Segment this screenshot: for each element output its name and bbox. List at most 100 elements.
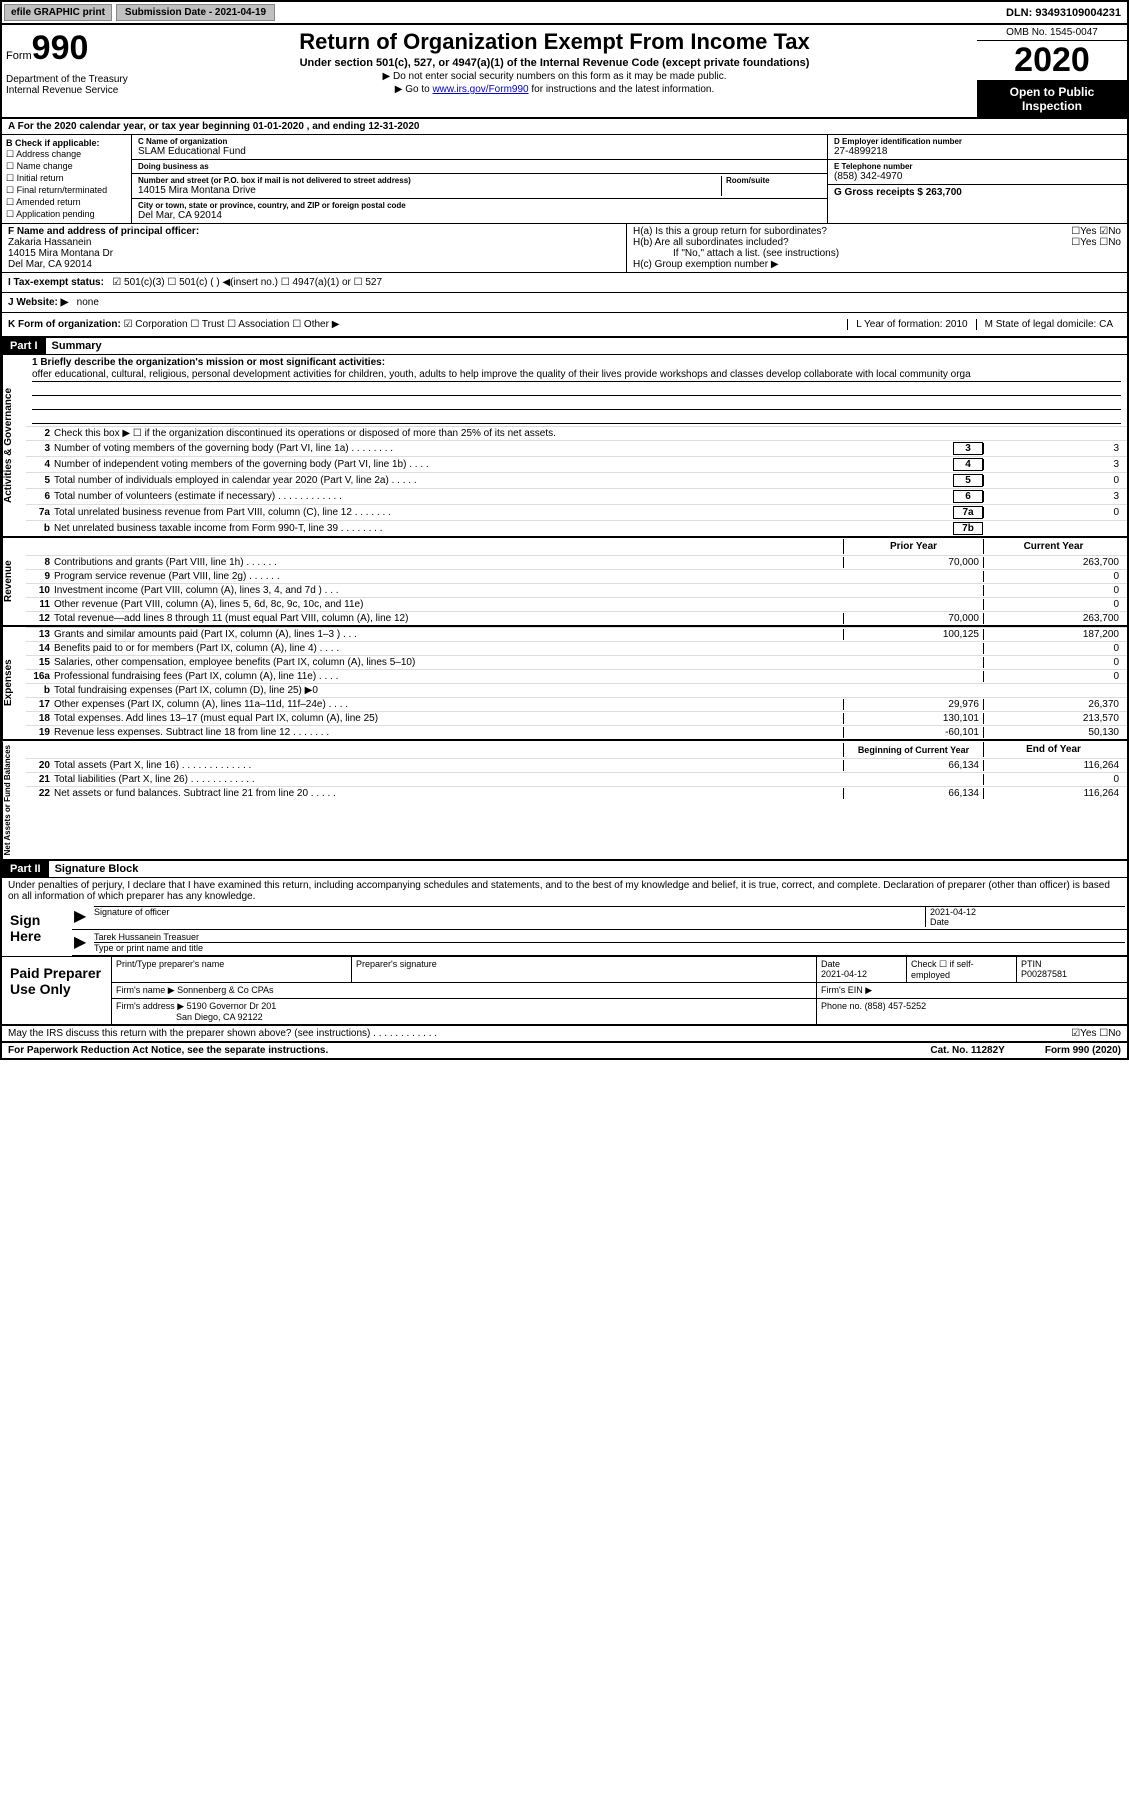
line-7a: 7a Total unrelated business revenue from… (26, 504, 1127, 520)
sig-date-label: Date (930, 917, 949, 927)
cb-application[interactable]: ☐ Application pending (6, 209, 127, 220)
cb-address-change[interactable]: ☐ Address change (6, 149, 127, 160)
top-bar: efile GRAPHIC print Submission Date - 20… (2, 2, 1127, 25)
firm-addr1: 5190 Governor Dr 201 (187, 1001, 277, 1011)
sig-name-row: ▶ Tarek Hussanein TreasuerType or print … (72, 930, 1127, 956)
line-22: 22 Net assets or fund balances. Subtract… (26, 786, 1127, 800)
arrow-icon: ▶ (74, 906, 94, 927)
cb-initial-return[interactable]: ☐ Initial return (6, 173, 127, 184)
summary-body: Activities & Governance 1 Briefly descri… (2, 355, 1127, 536)
cb-final-return[interactable]: ☐ Final return/terminated (6, 185, 127, 196)
officer-city: Del Mar, CA 92014 (8, 259, 620, 270)
prep-name-label: Print/Type preparer's name (116, 959, 224, 969)
officer-name: Zakaria Hassanein (8, 237, 620, 248)
tax-year: 2020 (977, 41, 1127, 81)
firm-addr2: San Diego, CA 92122 (176, 1012, 263, 1022)
website-value: none (77, 297, 99, 308)
sig-name-field: Tarek Hussanein TreasuerType or print na… (94, 932, 1125, 953)
line-4: 4 Number of independent voting members o… (26, 456, 1127, 472)
discuss-yesno[interactable]: ☑Yes ☐No (1071, 1028, 1121, 1039)
title-box: Return of Organization Exempt From Incom… (132, 25, 977, 117)
sign-fields: ▶ Signature of officer 2021-04-12Date ▶ … (72, 904, 1127, 956)
section-h: H(a) Is this a group return for subordin… (627, 224, 1127, 272)
netassets-section: Net Assets or Fund Balances Beginning of… (2, 739, 1127, 859)
revenue-content: Prior Year Current Year 8 Contributions … (26, 538, 1127, 625)
l-year: L Year of formation: 2010 (847, 319, 975, 330)
sig-officer-row: ▶ Signature of officer 2021-04-12Date (72, 904, 1127, 930)
m-state: M State of legal domicile: CA (976, 319, 1121, 330)
line-b: b Net unrelated business taxable income … (26, 520, 1127, 536)
part2-badge: Part II (2, 861, 49, 877)
ein-cell: D Employer identification number 27-4899… (828, 135, 1127, 160)
firm-addr-cell: Firm's address ▶ 5190 Governor Dr 201 Sa… (112, 999, 817, 1024)
line-17: 17 Other expenses (Part IX, column (A), … (26, 697, 1127, 711)
efile-graphic-button[interactable]: efile GRAPHIC print (4, 4, 112, 21)
line2-text: Check this box ▶ ☐ if the organization d… (54, 428, 1123, 439)
gross-cell: G Gross receipts $ 263,700 (828, 185, 1127, 200)
firm-phone-cell: Phone no. (858) 457-5252 (817, 999, 1127, 1024)
website-row: J Website: ▶ none (2, 293, 1127, 313)
paid-preparer-label: Paid Preparer Use Only (2, 957, 112, 1024)
submission-date: Submission Date - 2021-04-19 (116, 4, 275, 21)
line-3: 3 Number of voting members of the govern… (26, 440, 1127, 456)
line-19: 19 Revenue less expenses. Subtract line … (26, 725, 1127, 739)
sign-here-grid: Sign Here ▶ Signature of officer 2021-04… (2, 904, 1127, 956)
city-value: Del Mar, CA 92014 (138, 210, 821, 221)
section-c: C Name of organization SLAM Educational … (132, 135, 827, 223)
k-opts[interactable]: ☑ Corporation ☐ Trust ☐ Association ☐ Ot… (124, 319, 848, 330)
org-name-cell: C Name of organization SLAM Educational … (132, 135, 827, 160)
irs-link[interactable]: www.irs.gov/Form990 (432, 84, 528, 95)
tax-status-opts[interactable]: ☑ 501(c)(3) ☐ 501(c) ( ) ◀(insert no.) ☐… (112, 277, 382, 288)
website-label: J Website: ▶ (8, 297, 68, 308)
line1-label: 1 Briefly describe the organization's mi… (32, 357, 1121, 368)
k-form-row: K Form of organization: ☑ Corporation ☐ … (2, 313, 1127, 338)
addr-value: 14015 Mira Montana Drive (138, 185, 721, 196)
revenue-section: Revenue Prior Year Current Year 8 Contri… (2, 536, 1127, 625)
mission-blank2 (32, 396, 1121, 410)
right-column: D Employer identification number 27-4899… (827, 135, 1127, 223)
prep-name-cell: Print/Type preparer's name (112, 957, 352, 982)
cat-number: Cat. No. 11282Y (890, 1045, 1044, 1056)
info-grid: B Check if applicable: ☐ Address change … (2, 135, 1127, 224)
part2-title: Signature Block (49, 861, 145, 877)
prep-date: 2021-04-12 (821, 969, 902, 979)
cb-amended[interactable]: ☐ Amended return (6, 197, 127, 208)
prep-sig-label: Preparer's signature (356, 959, 437, 969)
discuss-row: May the IRS discuss this return with the… (2, 1024, 1127, 1041)
hb-yesno[interactable]: ☐Yes ☐No (1071, 237, 1121, 248)
ha-yesno[interactable]: ☐Yes ☑No (1071, 226, 1121, 237)
sig-officer-field: Signature of officer (94, 906, 925, 927)
gross-receipts: G Gross receipts $ 263,700 (834, 187, 1121, 198)
city-label: City or town, state or province, country… (138, 201, 821, 210)
form-label: Form (6, 50, 32, 62)
tax-status-label: I Tax-exempt status: (8, 277, 104, 288)
note-link-pre: ▶ Go to (395, 84, 433, 95)
prep-check-cell[interactable]: Check ☐ if self-employed (907, 957, 1017, 982)
line-9: 9 Program service revenue (Part VIII, li… (26, 569, 1127, 583)
ha-label: H(a) Is this a group return for subordin… (633, 226, 1071, 237)
part1-badge: Part I (2, 338, 46, 354)
form-footer: Form 990 (2020) (1045, 1045, 1121, 1056)
sig-officer-label: Signature of officer (94, 907, 169, 917)
mission-blank1 (32, 382, 1121, 396)
prep-row2: Firm's name ▶ Sonnenberg & Co CPAs Firm'… (112, 983, 1127, 999)
sig-date: 2021-04-12 (930, 907, 1125, 917)
omb-number: OMB No. 1545-0047 (977, 25, 1127, 41)
mission-text: offer educational, cultural, religious, … (32, 368, 1121, 382)
phone-label: E Telephone number (834, 162, 1121, 171)
cb-name-change[interactable]: ☐ Name change (6, 161, 127, 172)
ptin-value: P00287581 (1021, 969, 1123, 979)
discuss-text: May the IRS discuss this return with the… (8, 1028, 1071, 1039)
subtitle: Under section 501(c), 527, or 4947(a)(1)… (136, 57, 973, 69)
hb-label: H(b) Are all subordinates included? (633, 237, 1071, 248)
expenses-section: Expenses 13 Grants and similar amounts p… (2, 625, 1127, 739)
firm-phone: (858) 457-5252 (865, 1001, 927, 1011)
side-revenue: Revenue (2, 538, 26, 625)
officer-addr: 14015 Mira Montana Dr (8, 248, 620, 259)
line-21: 21 Total liabilities (Part X, line 26) .… (26, 772, 1127, 786)
beg-year-hdr: Beginning of Current Year (843, 743, 983, 757)
hb-note: If "No," attach a list. (see instruction… (633, 248, 1121, 259)
line-6: 6 Total number of volunteers (estimate i… (26, 488, 1127, 504)
sig-name: Tarek Hussanein Treasuer (94, 932, 1125, 943)
addr-cell: Number and street (or P.O. box if mail i… (132, 174, 827, 199)
